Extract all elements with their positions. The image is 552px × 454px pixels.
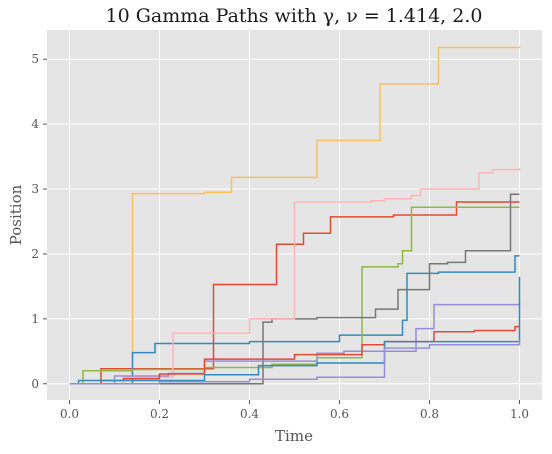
x-axis-label: Time	[275, 427, 313, 445]
y-tick-label: 5	[31, 52, 39, 66]
series-line-5	[69, 193, 520, 385]
x-tick-label: 0.4	[240, 407, 259, 421]
x-tick-label: 0.6	[330, 407, 349, 421]
series-line-3	[69, 255, 520, 385]
chart-title: 10 Gamma Paths with γ, ν = 1.414, 2.0	[106, 5, 483, 27]
series-line-9	[69, 276, 521, 385]
y-tick-label: 4	[31, 117, 39, 131]
x-tick-label: 1.0	[510, 407, 529, 421]
y-tick-label: 0	[31, 377, 39, 391]
y-tick-label: 3	[31, 182, 39, 196]
series-line-10	[69, 340, 521, 385]
y-tick-labels: 0 1 2 3 4 5	[31, 52, 47, 391]
series-line-6	[69, 168, 521, 385]
x-tick-label: 0.0	[60, 407, 79, 421]
series-layer	[69, 46, 521, 385]
y-tick-label: 2	[31, 247, 39, 261]
series-line-1	[69, 46, 521, 385]
y-tick-label: 1	[31, 312, 39, 326]
y-axis-label: Position	[7, 184, 25, 245]
x-tick-label: 0.8	[420, 407, 439, 421]
x-tick-label: 0.2	[150, 407, 169, 421]
series-line-8	[69, 325, 520, 385]
series-line-7	[69, 302, 521, 385]
x-tick-labels: 0.0 0.2 0.4 0.6 0.8 1.0	[60, 400, 529, 421]
